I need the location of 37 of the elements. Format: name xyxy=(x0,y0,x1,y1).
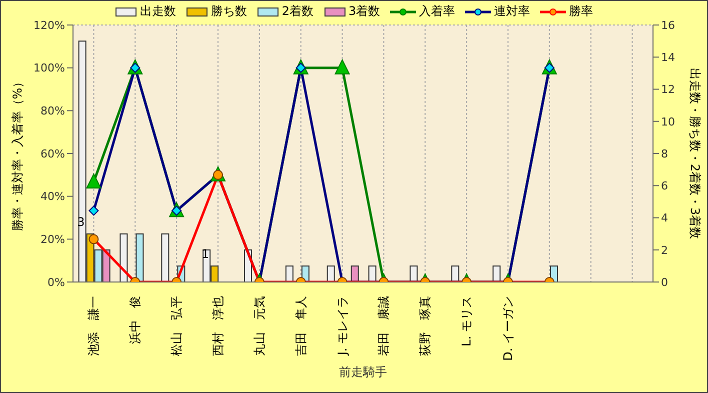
x-axis-title: 前走騎手 xyxy=(339,365,387,379)
x-tick-label: 荻野 琢真 xyxy=(418,296,432,356)
x-tick-label: J. モレイラ xyxy=(335,296,350,356)
y-tick-label: 100% xyxy=(34,62,65,75)
x-tick-label: 吉田 隼人 xyxy=(294,296,308,356)
x-tick-label: L. モリス xyxy=(460,296,474,346)
y-tick-label: 80% xyxy=(40,104,65,118)
x-tick-label: 浜中 俊 xyxy=(128,296,142,344)
x-tick-label: 丸山 元気 xyxy=(252,296,266,356)
y-tick-label: 40% xyxy=(40,190,65,204)
y-tick-label: 60% xyxy=(40,147,65,160)
x-tick-label: 西村 淳也 xyxy=(211,296,225,356)
legend-label: 出走数 xyxy=(140,3,176,20)
y2-tick-label: 4 xyxy=(661,212,668,225)
y2-tick-label: 12 xyxy=(661,83,675,96)
y2-tick-label: 14 xyxy=(661,51,675,64)
x-tick-label: 池添 謙一 xyxy=(86,296,101,356)
y2-tick-label: 0 xyxy=(661,276,668,289)
y2-tick-label: 8 xyxy=(661,147,668,160)
y2-tick-label: 6 xyxy=(661,180,668,193)
y2-tick-label: 2 xyxy=(661,244,668,257)
y-tick-label: 20% xyxy=(40,233,65,246)
x-tick-label: D. イーガン xyxy=(501,296,515,361)
legend-label: 勝ち数 xyxy=(210,3,247,20)
y-tick-label: 0% xyxy=(48,276,65,289)
y2-axis-title: 出走数・勝ち数・2着数・3着数 xyxy=(688,68,702,240)
legend-label: 2着数 xyxy=(282,3,314,20)
legend-label: 3着数 xyxy=(348,3,380,20)
legend-label: 連対率 xyxy=(494,3,530,20)
y-tick-label: 120% xyxy=(34,18,65,32)
x-tick-label: 松山 弘平 xyxy=(170,296,184,356)
legend-label: 勝率 xyxy=(569,3,594,20)
x-tick-label: 岩田 康誠 xyxy=(376,296,391,356)
y2-tick-label: 10 xyxy=(661,115,675,128)
y-axis-title: 勝率・連対率・入着率（%） xyxy=(10,76,24,232)
legend-label: 入着率 xyxy=(419,3,456,20)
y2-tick-label: 16 xyxy=(661,18,675,32)
